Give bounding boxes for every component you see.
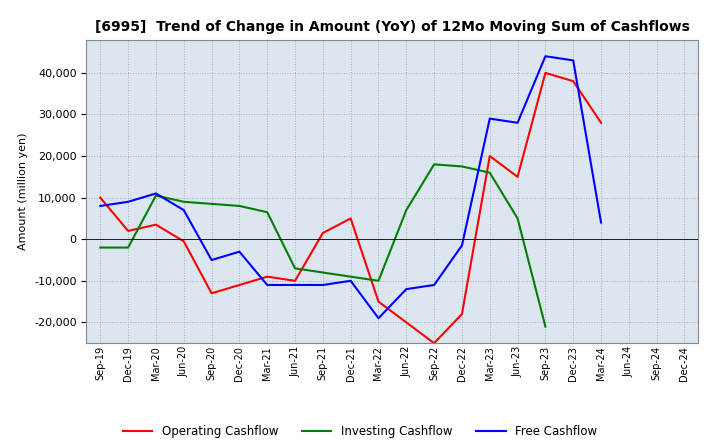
Operating Cashflow	[541, 70, 550, 76]
Free Cashflow	[207, 257, 216, 263]
Investing Cashflow	[179, 199, 188, 205]
Free Cashflow	[96, 203, 104, 209]
Operating Cashflow	[513, 174, 522, 180]
Free Cashflow	[346, 278, 355, 283]
Investing Cashflow	[291, 266, 300, 271]
Operating Cashflow	[124, 228, 132, 234]
Line: Operating Cashflow: Operating Cashflow	[100, 73, 601, 343]
Operating Cashflow	[485, 154, 494, 159]
Operating Cashflow	[458, 312, 467, 317]
Free Cashflow	[430, 282, 438, 288]
Free Cashflow	[291, 282, 300, 288]
Investing Cashflow	[513, 216, 522, 221]
Operating Cashflow	[430, 341, 438, 346]
Operating Cashflow	[597, 120, 606, 125]
Free Cashflow	[402, 286, 410, 292]
Investing Cashflow	[430, 162, 438, 167]
Free Cashflow	[458, 243, 467, 248]
Operating Cashflow	[402, 320, 410, 325]
Free Cashflow	[152, 191, 161, 196]
Title: [6995]  Trend of Change in Amount (YoY) of 12Mo Moving Sum of Cashflows: [6995] Trend of Change in Amount (YoY) o…	[95, 20, 690, 34]
Operating Cashflow	[569, 79, 577, 84]
Operating Cashflow	[346, 216, 355, 221]
Operating Cashflow	[96, 195, 104, 200]
Free Cashflow	[513, 120, 522, 125]
Y-axis label: Amount (million yen): Amount (million yen)	[19, 132, 29, 250]
Free Cashflow	[318, 282, 327, 288]
Investing Cashflow	[318, 270, 327, 275]
Investing Cashflow	[541, 324, 550, 329]
Free Cashflow	[597, 220, 606, 225]
Operating Cashflow	[152, 222, 161, 227]
Operating Cashflow	[374, 299, 383, 304]
Investing Cashflow	[485, 170, 494, 175]
Line: Investing Cashflow: Investing Cashflow	[100, 165, 546, 326]
Investing Cashflow	[96, 245, 104, 250]
Investing Cashflow	[207, 201, 216, 206]
Free Cashflow	[179, 208, 188, 213]
Free Cashflow	[263, 282, 271, 288]
Operating Cashflow	[179, 238, 188, 244]
Investing Cashflow	[235, 203, 243, 209]
Investing Cashflow	[263, 209, 271, 215]
Investing Cashflow	[458, 164, 467, 169]
Free Cashflow	[235, 249, 243, 254]
Investing Cashflow	[124, 245, 132, 250]
Investing Cashflow	[346, 274, 355, 279]
Operating Cashflow	[207, 291, 216, 296]
Free Cashflow	[569, 58, 577, 63]
Free Cashflow	[541, 54, 550, 59]
Line: Free Cashflow: Free Cashflow	[100, 56, 601, 318]
Free Cashflow	[485, 116, 494, 121]
Operating Cashflow	[318, 231, 327, 236]
Investing Cashflow	[152, 193, 161, 198]
Investing Cashflow	[402, 208, 410, 213]
Free Cashflow	[124, 199, 132, 205]
Operating Cashflow	[291, 278, 300, 283]
Operating Cashflow	[235, 282, 243, 288]
Free Cashflow	[374, 315, 383, 321]
Investing Cashflow	[374, 278, 383, 283]
Operating Cashflow	[263, 274, 271, 279]
Legend: Operating Cashflow, Investing Cashflow, Free Cashflow: Operating Cashflow, Investing Cashflow, …	[118, 421, 602, 440]
